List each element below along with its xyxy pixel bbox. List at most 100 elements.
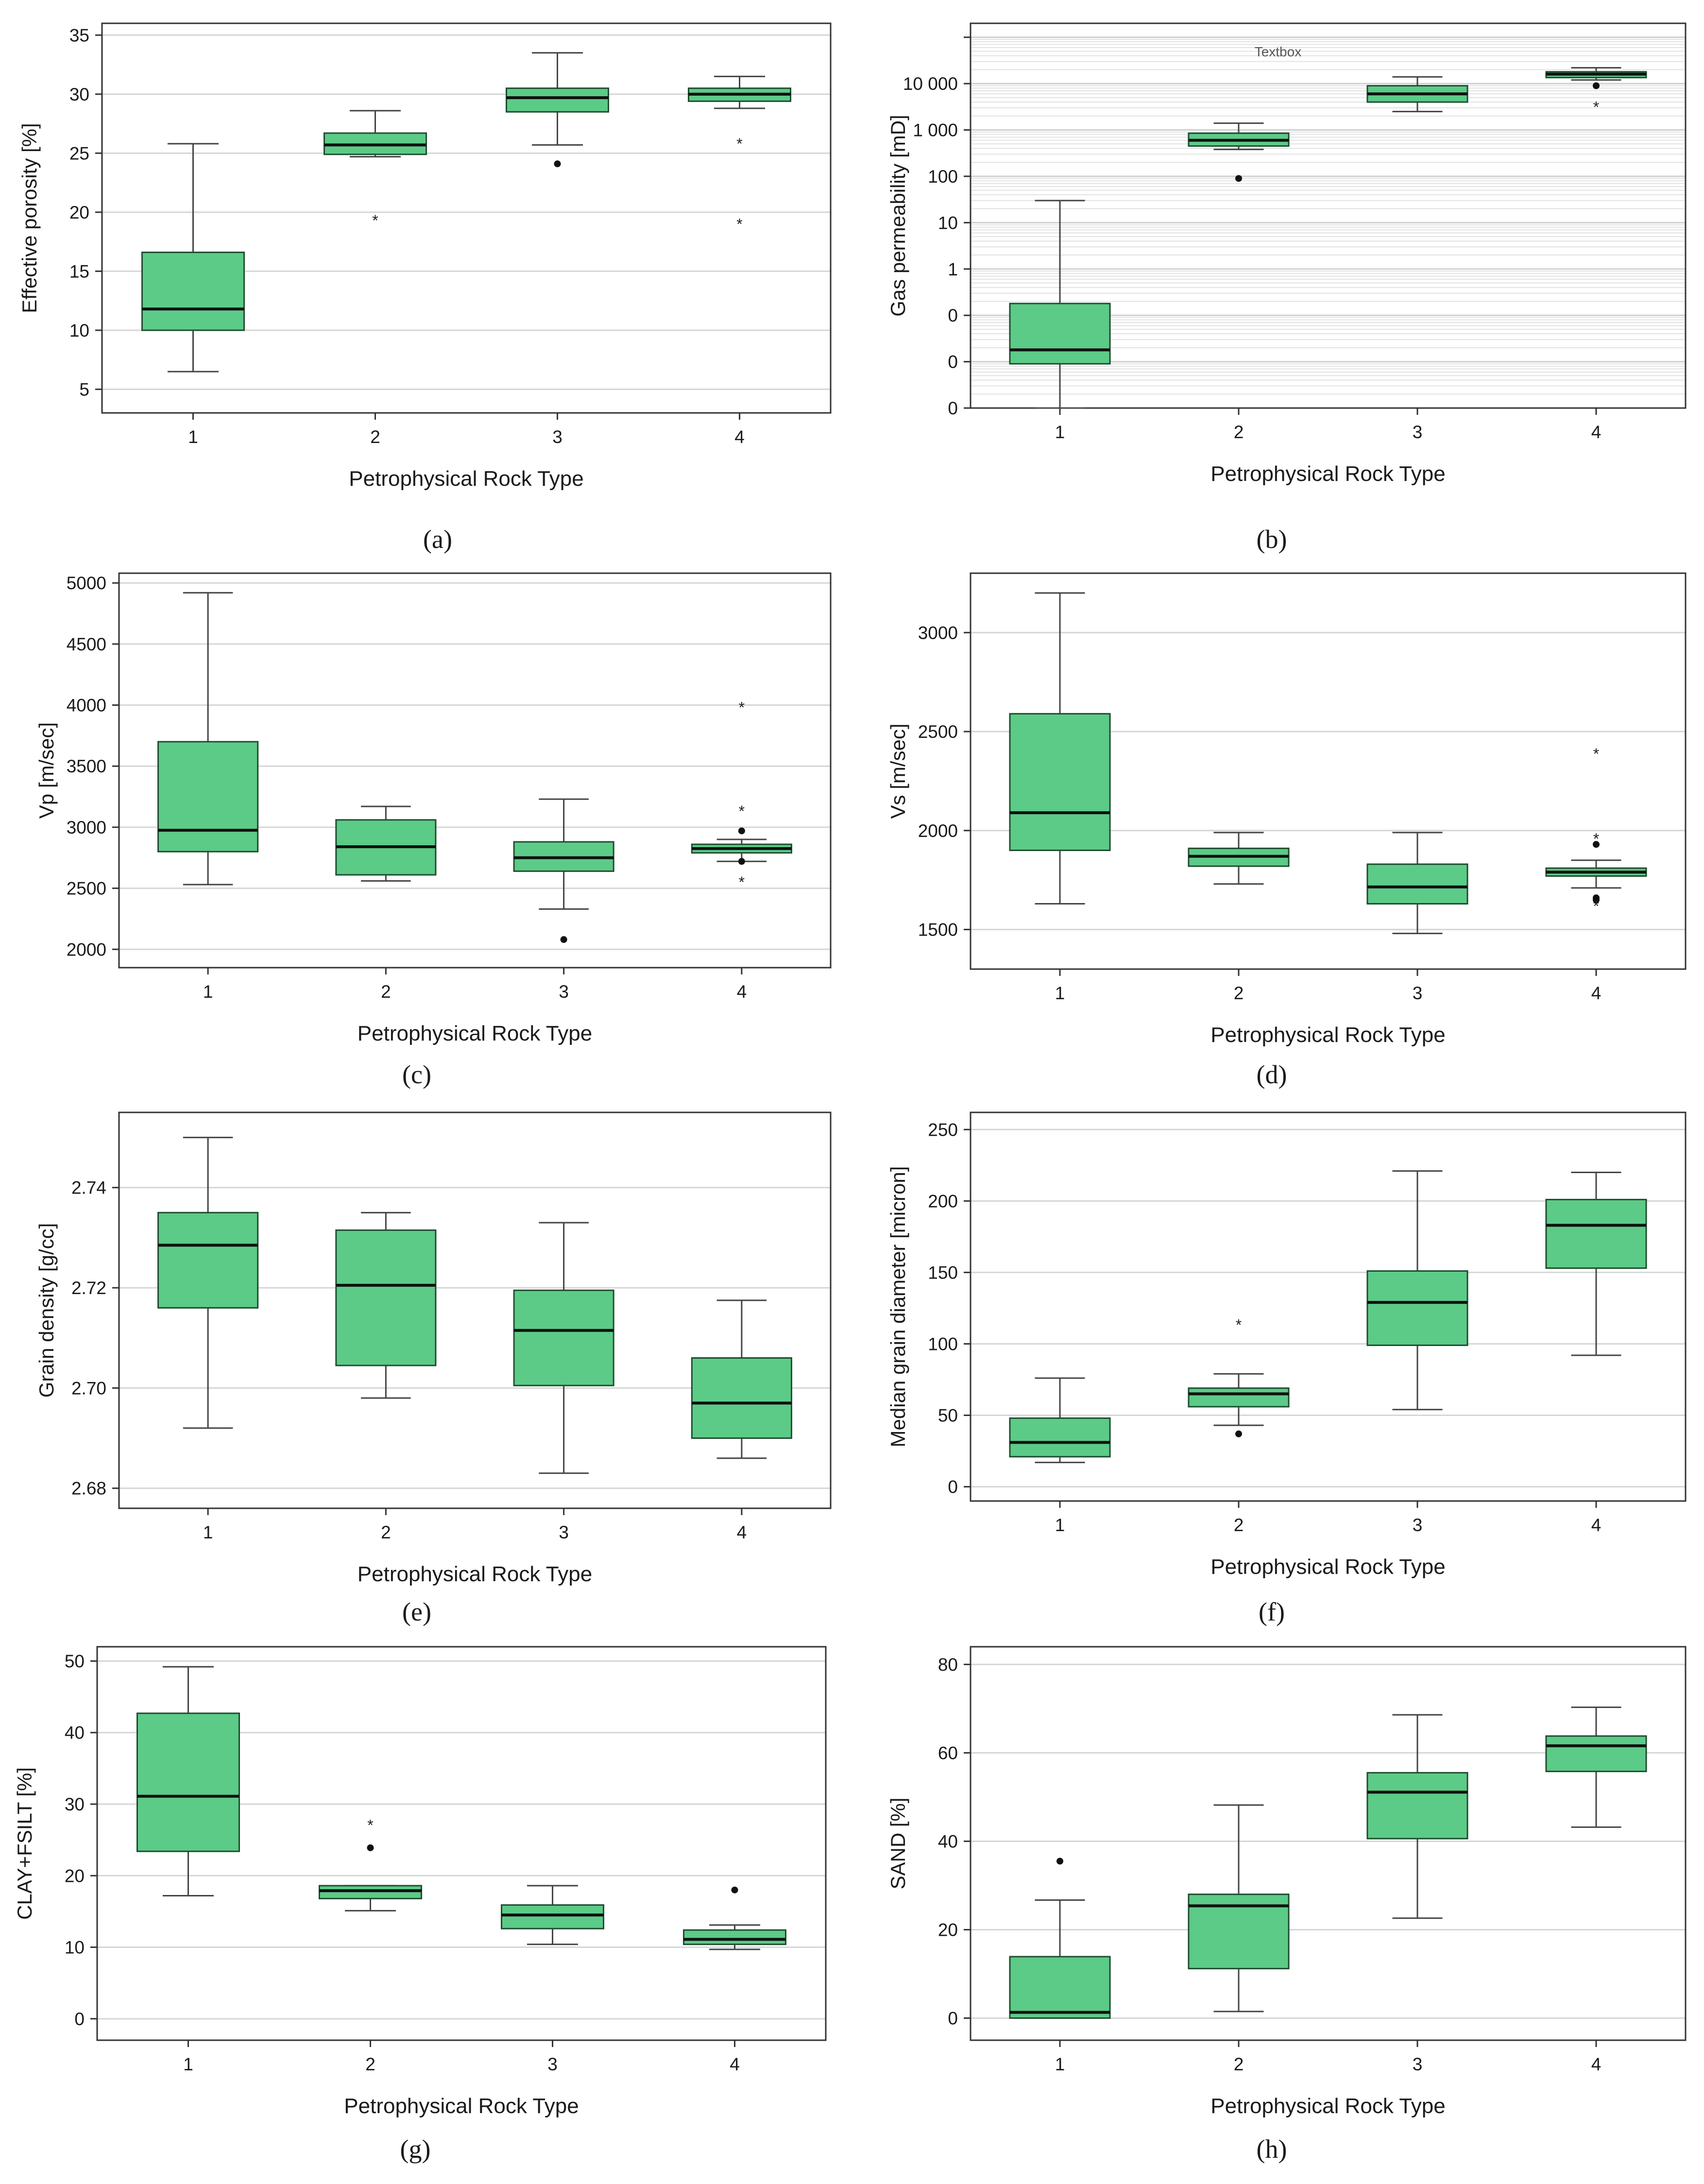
outlier-point (731, 1886, 738, 1894)
x-tick-label: 2 (370, 427, 380, 447)
plot-frame (970, 1111, 1687, 1502)
x-tick-label: 4 (1591, 1515, 1602, 1535)
box-3 (1366, 1714, 1468, 1919)
extreme-point: * (367, 1816, 373, 1834)
box-3 (1366, 76, 1468, 113)
box-2 (335, 805, 437, 882)
y-tick-label: 100 (928, 167, 958, 187)
box-2 (1188, 832, 1290, 885)
x-tick-label: 3 (552, 427, 562, 447)
box-2 (335, 1211, 437, 1399)
box-iqr (1545, 1735, 1647, 1773)
box-iqr (1366, 1270, 1468, 1346)
outlier-point (1593, 841, 1600, 848)
annotation-textbox: Textbox (1255, 44, 1302, 59)
y-tick-label: 10 (69, 321, 89, 341)
y-tick-label: 15 (69, 261, 89, 281)
x-tick-label: 4 (734, 427, 745, 447)
y-tick-label: 2500 (918, 722, 958, 742)
box-iqr (141, 251, 245, 331)
y-tick-label: 10 (938, 213, 958, 233)
y-tick-label: 80 (938, 1655, 958, 1674)
y-axis-label: Gas permeability [mD] (886, 115, 909, 316)
box-1 (1009, 1377, 1111, 1464)
y-tick-label: 250 (928, 1120, 958, 1140)
box-iqr (157, 741, 259, 853)
box-4: ** (688, 75, 791, 233)
x-tick-label: 1 (203, 1522, 213, 1542)
x-tick-label: 2 (381, 1522, 391, 1542)
x-tick-label: 3 (547, 2054, 558, 2074)
box-iqr (1366, 1772, 1468, 1840)
x-tick-label: 3 (1413, 1515, 1423, 1535)
y-tick-label: 20 (69, 203, 89, 222)
plot-frame (118, 572, 832, 969)
x-tick-label: 1 (1055, 983, 1065, 1003)
outlier-point (554, 160, 561, 168)
x-axis-label: Petrophysical Rock Type (1210, 462, 1445, 486)
plot-frame (101, 22, 832, 414)
box-1 (157, 1137, 259, 1429)
x-tick-label: 1 (188, 427, 198, 447)
y-tick-label: 30 (65, 1794, 85, 1814)
x-tick-label: 2 (365, 2054, 375, 2074)
y-axis-label: Effective porosity [%] (18, 123, 41, 313)
y-tick-label: 4000 (67, 696, 106, 716)
x-tick-label: 4 (737, 1522, 747, 1542)
box-3 (1366, 1170, 1468, 1411)
box-iqr (1009, 303, 1111, 365)
box-iqr (335, 1229, 437, 1366)
y-tick-label: 200 (928, 1191, 958, 1211)
box-2: * (1188, 1316, 1290, 1437)
box-3 (513, 798, 614, 943)
y-tick-label: 2000 (918, 821, 958, 841)
x-tick-label: 2 (1234, 2054, 1244, 2074)
panel-caption: (g) (400, 2134, 431, 2164)
x-tick-label: 4 (1591, 422, 1602, 442)
y-tick-label: 0 (948, 2008, 958, 2028)
box-4 (683, 1886, 786, 1950)
y-tick-label: 60 (938, 1743, 958, 1763)
x-tick-label: 1 (1055, 422, 1065, 442)
y-tick-label: 4500 (67, 634, 106, 654)
y-tick-label: 25 (69, 143, 89, 163)
extreme-point: * (1236, 1316, 1242, 1333)
x-axis-label: Petrophysical Rock Type (344, 2094, 579, 2118)
box-1 (1009, 1858, 1111, 2019)
box-1 (1009, 200, 1111, 409)
box-1 (157, 592, 259, 886)
y-tick-label: 2.68 (71, 1479, 106, 1499)
outlier-point (367, 1844, 374, 1851)
box-iqr (506, 87, 609, 113)
x-tick-label: 3 (1413, 2054, 1423, 2074)
box-iqr (157, 1211, 259, 1309)
outlier-point (1235, 1430, 1242, 1437)
y-tick-label: 1 (948, 259, 958, 279)
chart-f: 0 50 100 150 200 250 1 2 3 4 Petrophysical Rock Ty… (886, 1111, 1687, 1626)
box-4 (1545, 1172, 1647, 1356)
outlier-point (738, 858, 745, 865)
extreme-point: * (372, 212, 378, 229)
box-1 (1009, 592, 1111, 905)
y-tick-label: 1500 (918, 920, 958, 940)
y-tick-label: 40 (65, 1723, 85, 1743)
x-tick-label: 3 (1413, 983, 1423, 1003)
y-tick-label: 100 (928, 1334, 958, 1354)
box-2 (1188, 1804, 1290, 2013)
y-tick-label: 20 (938, 1920, 958, 1940)
extreme-point: * (1593, 898, 1599, 915)
x-axis-label: Petrophysical Rock Type (349, 467, 583, 491)
y-tick-label: 5 (79, 379, 89, 399)
x-tick-label: 4 (730, 2054, 740, 2074)
x-tick-label: 2 (1234, 422, 1244, 442)
outlier-point (1593, 82, 1600, 89)
box-iqr (136, 1712, 240, 1852)
plot-frame (970, 1646, 1687, 2041)
box-iqr (691, 1357, 792, 1439)
panel-caption: (b) (1257, 525, 1287, 554)
box-2 (1188, 122, 1290, 182)
box-3 (513, 1222, 614, 1474)
y-tick-label: 50 (65, 1651, 85, 1671)
x-tick-label: 3 (1413, 422, 1423, 442)
x-tick-label: 1 (203, 982, 213, 1002)
